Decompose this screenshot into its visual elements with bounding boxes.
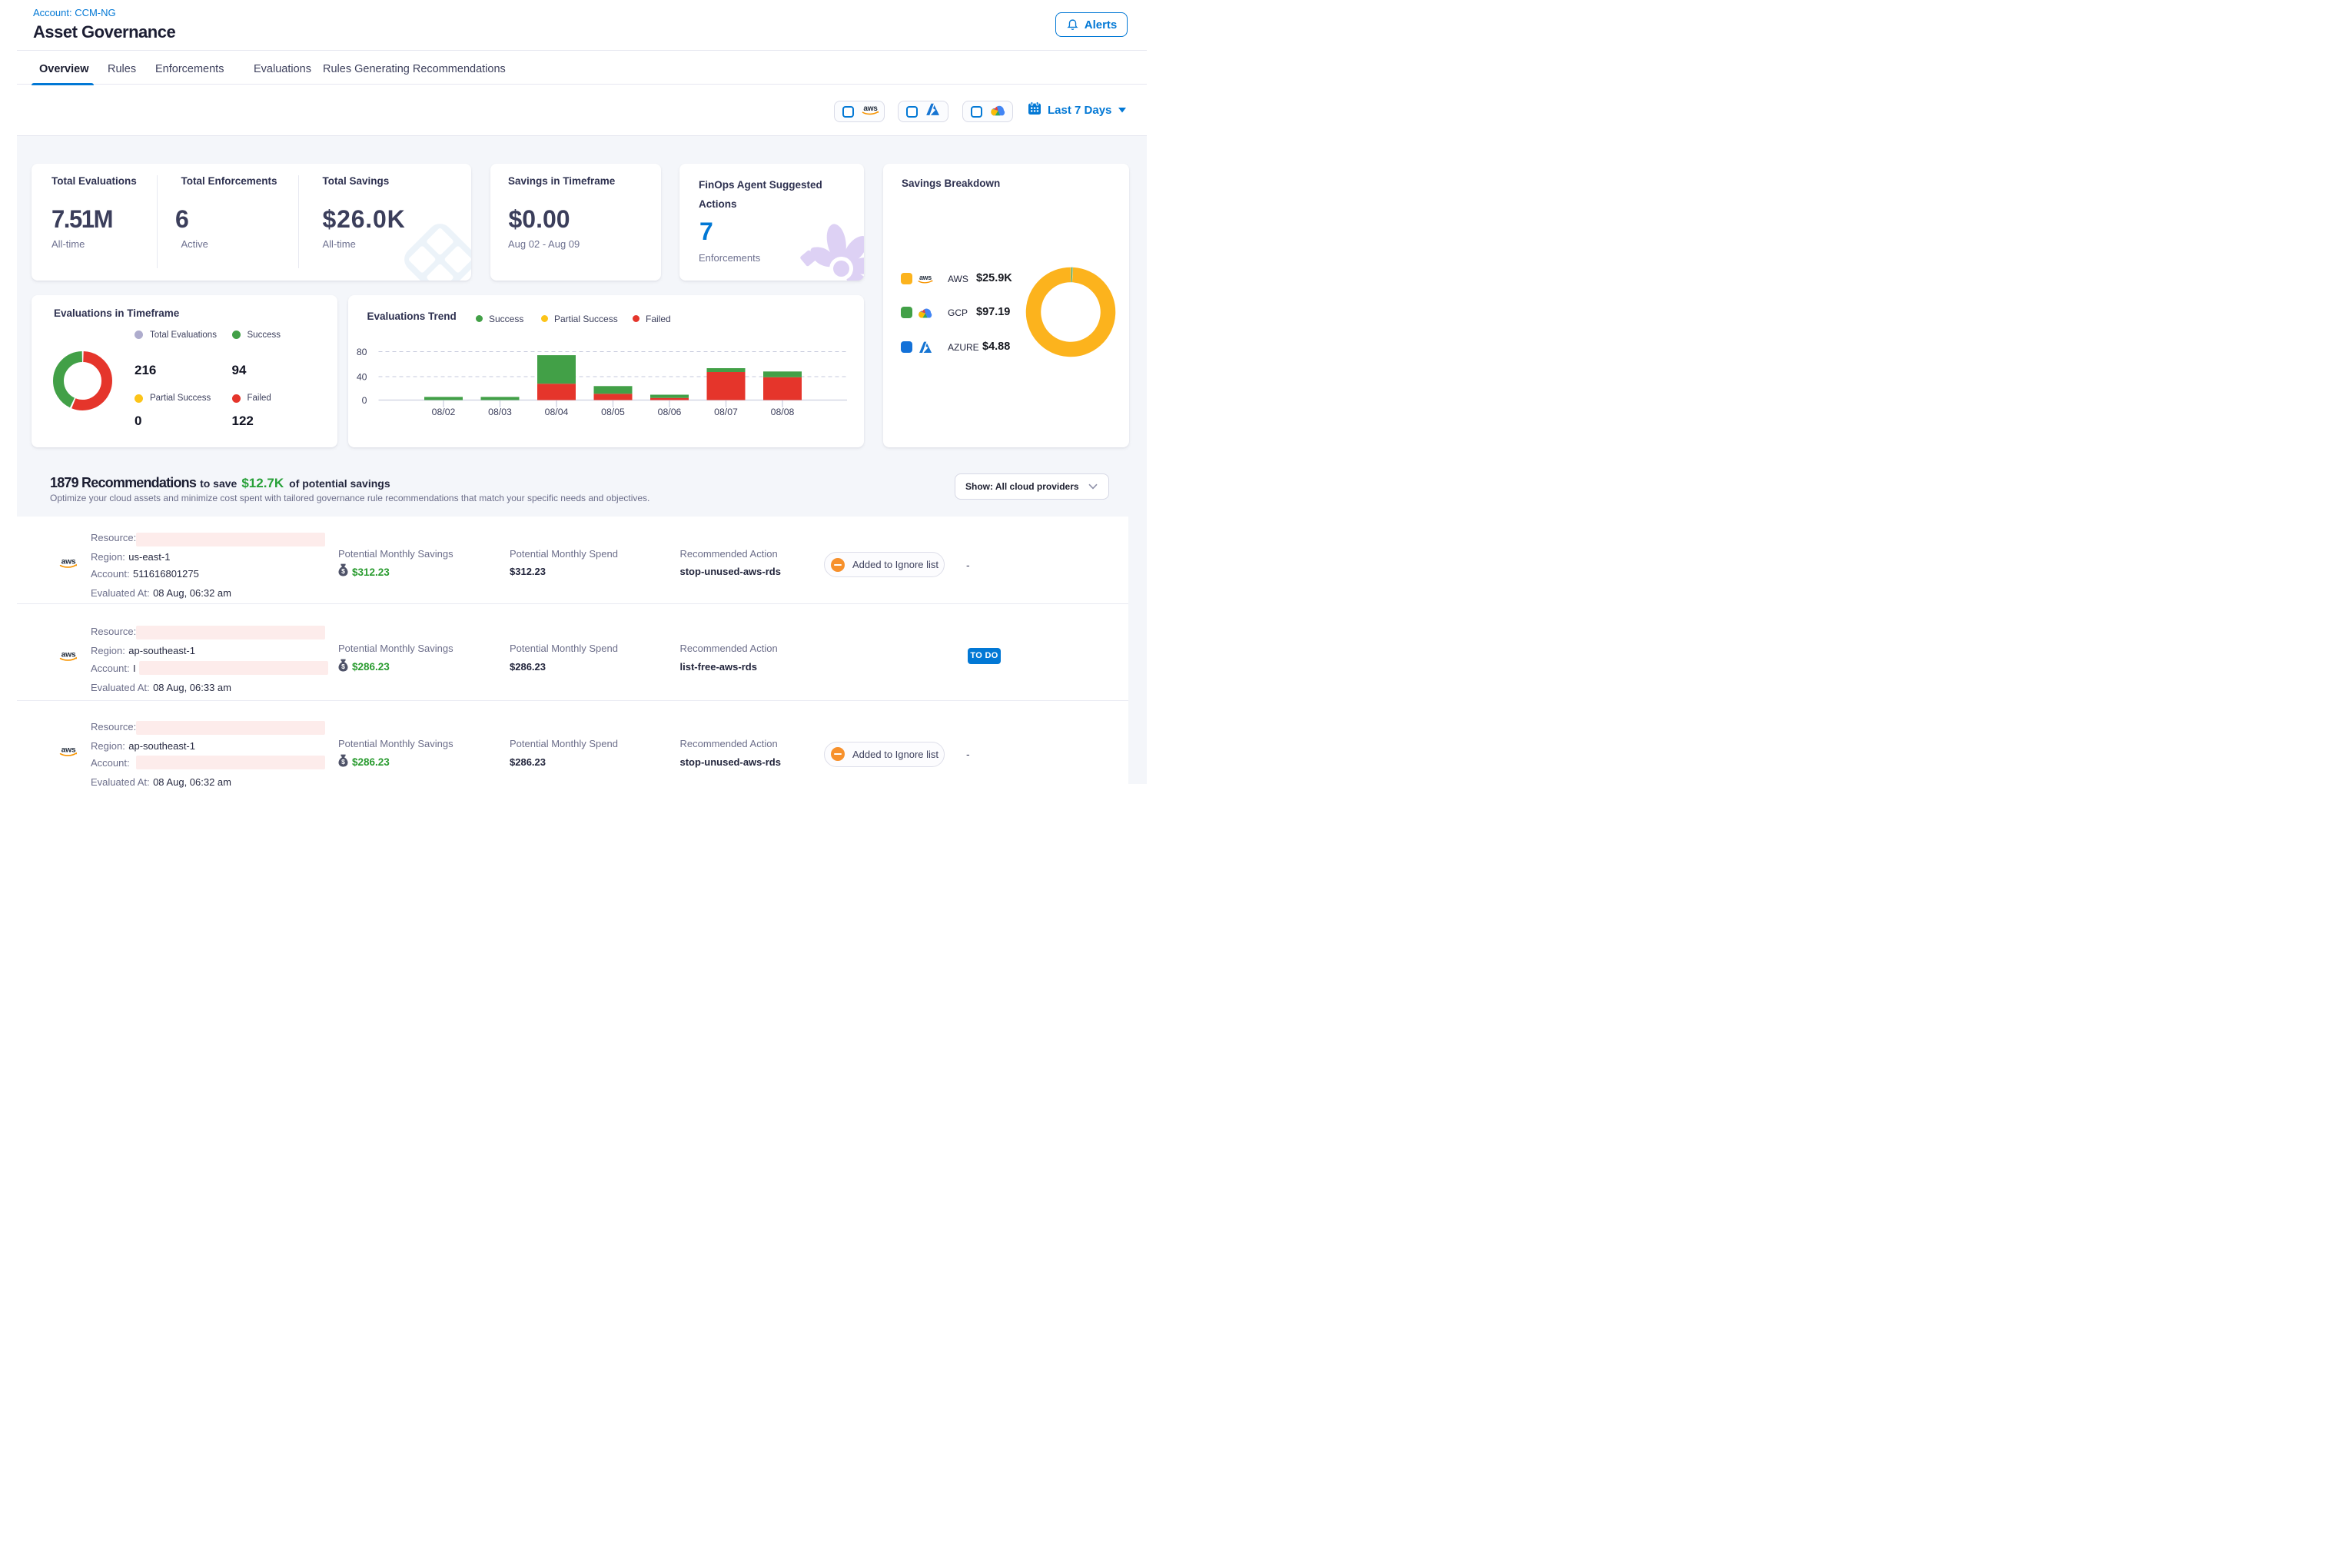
svg-text:aws: aws (61, 650, 75, 659)
svg-text:$: $ (341, 663, 345, 670)
svg-text:08/07: 08/07 (714, 407, 738, 417)
svg-text:08/06: 08/06 (658, 407, 682, 417)
svg-text:$: $ (341, 758, 345, 766)
svg-text:aws: aws (61, 557, 75, 566)
svg-text:40: 40 (357, 371, 367, 382)
svg-text:80: 80 (357, 347, 367, 357)
svg-text:aws: aws (61, 746, 75, 754)
svg-text:08/03: 08/03 (488, 407, 512, 417)
svg-text:08/05: 08/05 (601, 407, 625, 417)
svg-text:aws: aws (919, 274, 932, 281)
svg-text:aws: aws (863, 105, 878, 113)
svg-text:08/04: 08/04 (545, 407, 569, 417)
svg-text:0: 0 (362, 395, 367, 406)
svg-text:$: $ (341, 567, 345, 575)
svg-text:08/02: 08/02 (432, 407, 456, 417)
svg-text:08/08: 08/08 (771, 407, 795, 417)
